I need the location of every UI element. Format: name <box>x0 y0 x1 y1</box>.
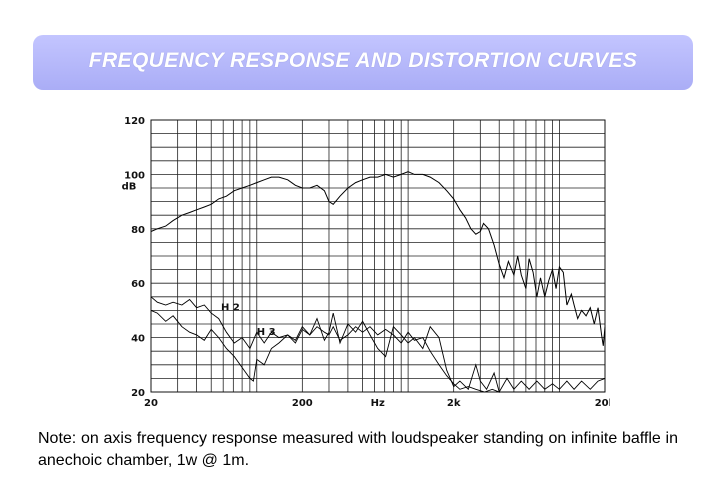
y-tick-label: 60 <box>131 279 145 290</box>
y-axis-label: dB <box>122 181 137 192</box>
x-tick-label: 2k <box>447 398 461 409</box>
x-tick-label: 20k <box>595 398 610 409</box>
y-tick-label: 40 <box>131 334 145 345</box>
curve-annotation: H 2 <box>221 302 240 313</box>
x-tick-label: 20 <box>144 398 158 409</box>
y-tick-label: 80 <box>131 225 145 236</box>
curve-annotation: H 3 <box>257 327 276 338</box>
frequency-response-chart: 20 40 60 80 100 120 dB 20 200 2k 20k Hz H 2 H 3 <box>122 116 610 409</box>
series-h3 <box>150 309 606 394</box>
title-banner: FREQUENCY RESPONSE AND DISTORTION CURVES <box>33 35 693 90</box>
y-tick-label: 120 <box>124 116 145 127</box>
x-axis-label: Hz <box>371 398 385 409</box>
footnote: Note: on axis frequency response measure… <box>38 430 678 469</box>
y-tick-label: 100 <box>124 170 145 181</box>
series-frequency-response <box>150 171 606 346</box>
series-h2 <box>150 296 605 393</box>
plot-frame <box>150 119 606 393</box>
banner-title: FREQUENCY RESPONSE AND DISTORTION CURVES <box>88 49 638 72</box>
x-tick-label: 200 <box>292 398 313 409</box>
y-tick-label: 20 <box>131 388 145 399</box>
